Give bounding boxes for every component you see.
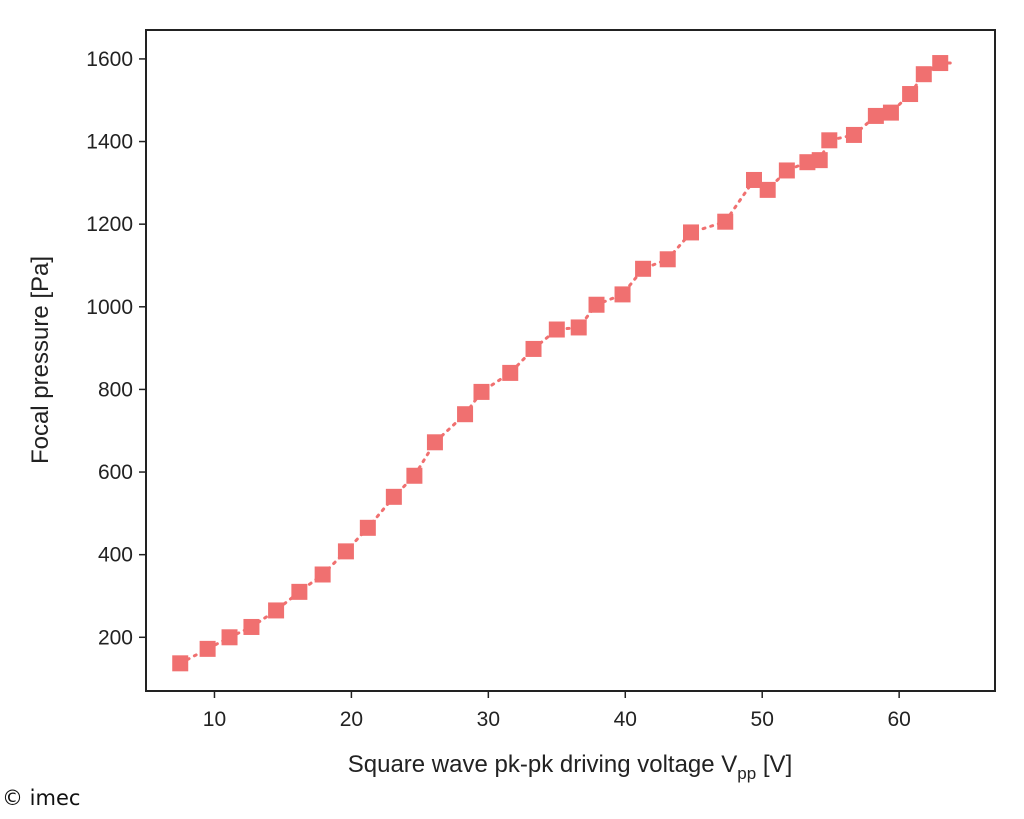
plot-area [172,55,954,672]
y-axis-title: Focal pressure [Pa] [27,256,54,464]
plot-frame [145,29,996,692]
data-point [867,107,884,124]
data-point [811,152,828,169]
data-point [845,126,862,143]
x-axis-title-unit: [V] [756,751,792,778]
data-point [548,321,565,338]
data-point [502,364,519,381]
data-point [821,132,838,149]
data-point [359,519,376,536]
x-tick-label: 40 [614,708,637,731]
data-point [635,260,652,277]
x-axis: 10 20 30 40 50 60 [203,691,911,731]
data-point [683,224,700,241]
data-point [932,55,949,72]
x-axis-title-main: Square wave pk-pk driving voltage V [348,751,738,778]
data-point [525,340,542,357]
x-axis-title: Square wave pk-pk driving voltage Vpp [V… [348,751,792,783]
data-point [172,655,189,672]
x-tick-label: 10 [203,708,226,731]
data-point [570,319,587,336]
data-point [221,629,238,646]
data-point [314,566,331,583]
y-tick-label: 1000 [86,296,133,319]
data-point [199,640,216,657]
x-tick-label: 20 [340,708,363,731]
y-tick-label: 400 [98,544,133,567]
y-tick-label: 1600 [86,48,133,71]
data-point [799,154,816,171]
x-axis-title-subscript: pp [737,764,756,783]
data-point [457,406,474,423]
data-point [588,296,605,313]
y-tick-label: 800 [98,378,133,401]
data-point [426,434,443,451]
data-point [717,213,734,230]
data-point [385,488,402,505]
data-point [778,162,795,179]
y-axis: 200 400 600 800 1000 1200 1400 1600 [86,48,146,649]
x-tick-label: 50 [751,708,774,731]
y-tick-label: 200 [98,626,133,649]
data-point [406,467,423,484]
x-tick-label: 60 [887,708,910,731]
data-point [902,86,919,103]
y-tick-label: 1200 [86,213,133,236]
data-point [759,181,776,198]
data-point [915,66,932,83]
data-point [243,618,260,635]
data-point [473,383,490,400]
data-point [745,171,762,188]
data-point [337,543,354,560]
data-point [659,251,676,268]
data-point [882,104,899,121]
copyright-watermark: © imec [2,786,81,810]
data-point [614,286,631,303]
y-tick-label: 600 [98,461,133,484]
x-tick-label: 30 [477,708,500,731]
data-point [291,583,308,600]
y-tick-label: 1400 [86,131,133,154]
data-point [268,602,285,619]
